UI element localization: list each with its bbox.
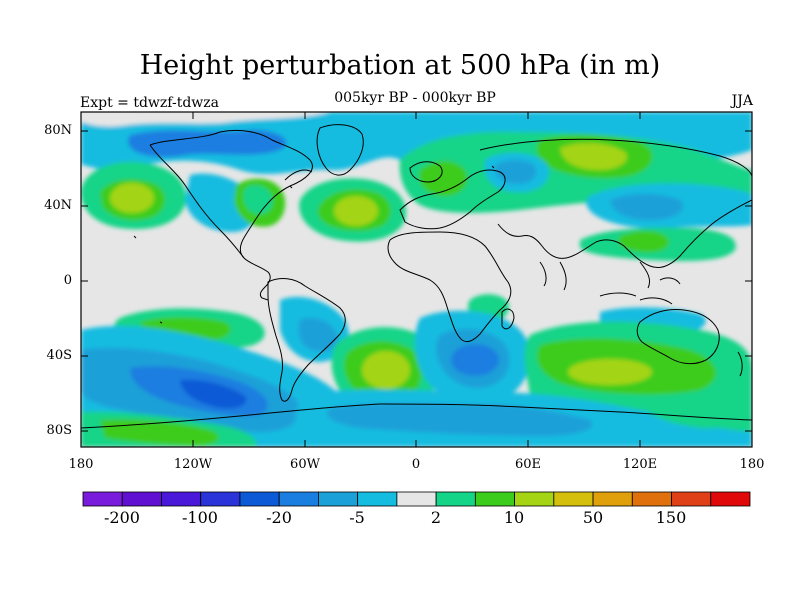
colorbar-swatch (710, 491, 751, 507)
lon-tick-label: 60E (514, 457, 542, 472)
colorbar-swatch (161, 491, 202, 507)
colorbar-label: -200 (104, 508, 140, 527)
colorbar-swatch (514, 491, 555, 507)
colorbar-swatch (82, 491, 123, 507)
lon-tick-label: 120W (173, 457, 213, 472)
colorbar-swatch (631, 491, 672, 507)
colorbar (82, 491, 751, 507)
colorbar-label: 10 (503, 508, 525, 527)
colorbar-swatch (435, 491, 476, 507)
colorbar-swatch (671, 491, 712, 507)
lon-tick-label: 180 (739, 457, 765, 472)
colorbar-swatch (396, 491, 437, 507)
coastlines (81, 124, 752, 429)
colorbar-swatch (239, 491, 280, 507)
lat-tick-label: 40N (44, 198, 72, 213)
lon-tick-label: 60W (290, 457, 320, 472)
colorbar-swatch (121, 491, 162, 507)
colorbar-swatch (553, 491, 594, 507)
colorbar-swatch (200, 491, 241, 507)
colorbar-label: -20 (266, 508, 292, 527)
map-title: Height perturbation at 500 hPa (in m) (139, 50, 661, 81)
lat-tick-label: 0 (63, 273, 72, 288)
lat-tick-label: 40S (46, 348, 72, 363)
lat-tick-label: 80S (46, 423, 72, 438)
colorbar-swatch (318, 491, 359, 507)
colorbar-swatch (592, 491, 633, 507)
map-subtitle: 005kyr BP - 000kyr BP (334, 90, 496, 106)
season-label: JJA (731, 93, 753, 109)
lon-tick-label: 180 (68, 457, 94, 472)
lon-tick-label: 0 (411, 457, 421, 472)
lon-tick-label: 120E (622, 457, 658, 472)
colorbar-label: 50 (582, 508, 604, 527)
contour-field (81, 112, 752, 447)
lat-tick-label: 80N (44, 123, 72, 138)
colorbar-label: -5 (349, 508, 365, 527)
colorbar-label: 2 (430, 508, 442, 527)
axis-ticks (81, 112, 752, 447)
experiment-label: Expt = tdwzf-tdwza (80, 95, 219, 111)
colorbar-label: 150 (655, 508, 687, 527)
colorbar-swatch (474, 491, 515, 507)
colorbar-swatch (357, 491, 398, 507)
colorbar-label: -100 (182, 508, 218, 527)
colorbar-swatch (278, 491, 319, 507)
